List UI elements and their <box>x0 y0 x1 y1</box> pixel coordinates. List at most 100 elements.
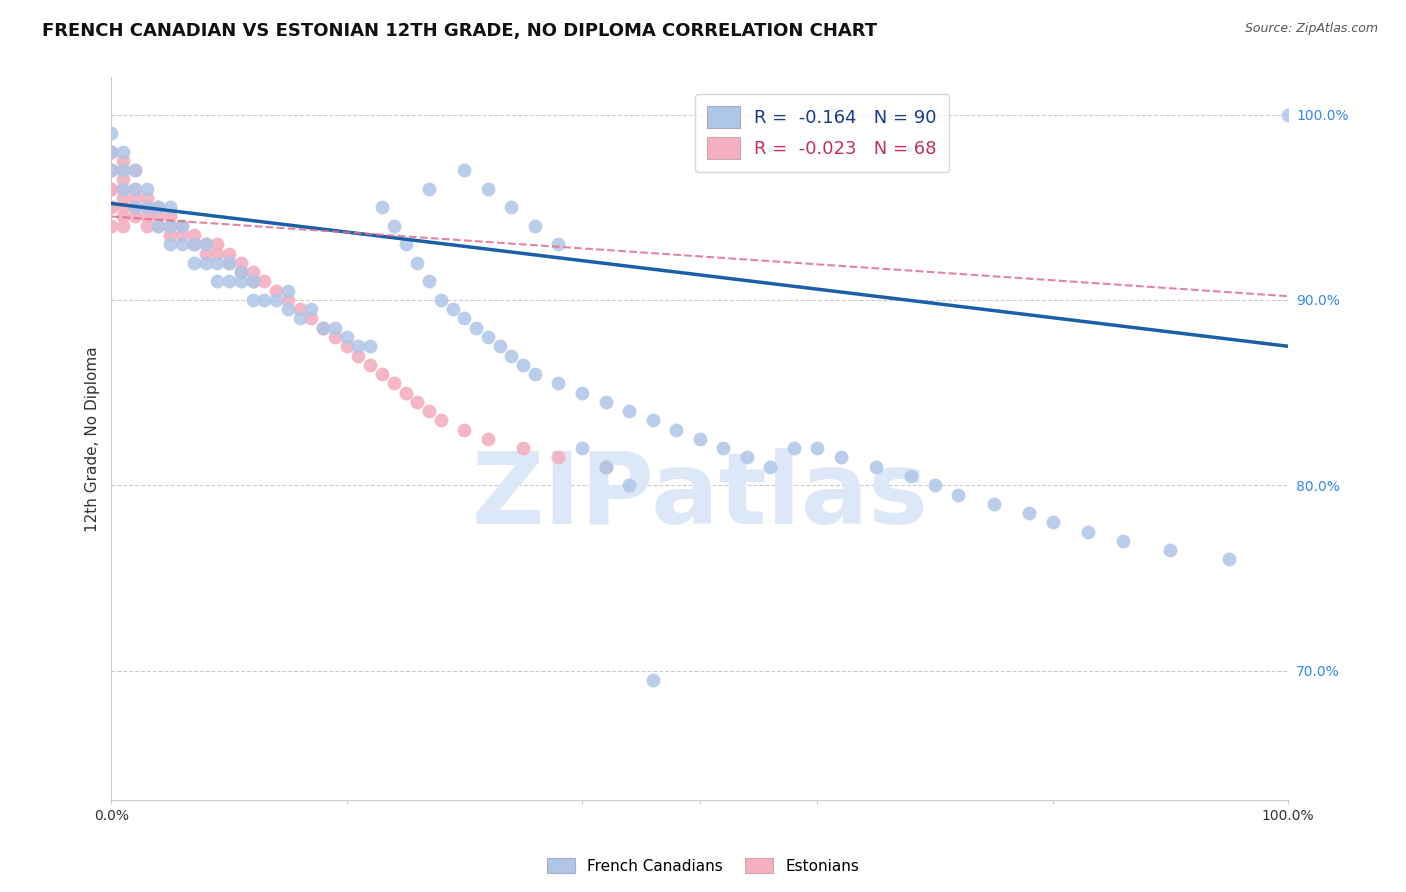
Point <box>453 311 475 326</box>
Point <box>100 163 122 178</box>
Point <box>194 237 217 252</box>
Legend: French Canadians, Estonians: French Canadians, Estonians <box>541 852 865 880</box>
Point <box>207 237 229 252</box>
Point <box>112 219 135 233</box>
Point <box>323 320 346 334</box>
Point <box>159 237 181 252</box>
Point <box>1159 543 1181 558</box>
Point <box>299 311 322 326</box>
Point <box>830 450 852 465</box>
Point <box>1018 506 1040 520</box>
Point <box>277 302 299 317</box>
Point <box>523 219 546 233</box>
Point <box>218 256 240 270</box>
Point <box>124 200 146 214</box>
Point <box>595 459 617 474</box>
Point <box>299 302 322 317</box>
Point <box>948 487 970 501</box>
Point <box>1077 524 1099 539</box>
Point <box>312 320 335 334</box>
Point <box>159 227 181 242</box>
Point <box>100 145 122 159</box>
Legend: R =  -0.164   N = 90, R =  -0.023   N = 68: R = -0.164 N = 90, R = -0.023 N = 68 <box>695 94 949 172</box>
Point <box>112 163 135 178</box>
Point <box>1112 533 1135 548</box>
Point <box>194 246 217 260</box>
Point <box>194 237 217 252</box>
Point <box>183 256 205 270</box>
Point <box>477 432 499 446</box>
Point <box>124 200 146 214</box>
Point <box>170 227 193 242</box>
Point <box>430 413 453 427</box>
Point <box>112 172 135 186</box>
Point <box>641 413 664 427</box>
Point <box>418 274 440 288</box>
Point <box>382 376 405 391</box>
Point <box>347 339 370 353</box>
Point <box>242 274 264 288</box>
Point <box>229 274 252 288</box>
Point <box>242 265 264 279</box>
Point <box>242 293 264 307</box>
Point <box>159 210 181 224</box>
Point <box>112 163 135 178</box>
Point <box>148 219 170 233</box>
Point <box>170 237 193 252</box>
Point <box>124 191 146 205</box>
Point <box>1218 552 1240 566</box>
Point <box>135 200 157 214</box>
Point <box>100 200 122 214</box>
Point <box>453 423 475 437</box>
Point <box>617 478 640 492</box>
Point <box>148 200 170 214</box>
Point <box>359 358 381 372</box>
Point <box>242 274 264 288</box>
Point <box>501 200 523 214</box>
Point <box>783 441 806 455</box>
Point <box>100 163 122 178</box>
Point <box>100 200 122 214</box>
Point <box>900 469 922 483</box>
Point <box>170 219 193 233</box>
Point <box>406 395 429 409</box>
Point <box>323 330 346 344</box>
Point <box>159 219 181 233</box>
Point <box>288 311 311 326</box>
Point <box>394 237 416 252</box>
Point <box>983 497 1005 511</box>
Point <box>264 284 287 298</box>
Point <box>135 182 157 196</box>
Point <box>547 376 569 391</box>
Point <box>512 358 534 372</box>
Point <box>336 339 359 353</box>
Point <box>183 237 205 252</box>
Point <box>229 256 252 270</box>
Point <box>253 293 276 307</box>
Point <box>112 182 135 196</box>
Point <box>207 246 229 260</box>
Point <box>394 385 416 400</box>
Point <box>665 423 688 437</box>
Point <box>347 349 370 363</box>
Point <box>112 153 135 168</box>
Point <box>689 432 711 446</box>
Point <box>547 237 569 252</box>
Point <box>124 182 146 196</box>
Point <box>159 200 181 214</box>
Point <box>1042 516 1064 530</box>
Point <box>100 145 122 159</box>
Point <box>112 182 135 196</box>
Point <box>735 450 758 465</box>
Point <box>100 219 122 233</box>
Text: ZIPatlas: ZIPatlas <box>471 449 928 545</box>
Point <box>135 200 157 214</box>
Point <box>406 256 429 270</box>
Point <box>512 441 534 455</box>
Point <box>194 256 217 270</box>
Point <box>124 163 146 178</box>
Point <box>218 274 240 288</box>
Point <box>371 367 394 381</box>
Text: FRENCH CANADIAN VS ESTONIAN 12TH GRADE, NO DIPLOMA CORRELATION CHART: FRENCH CANADIAN VS ESTONIAN 12TH GRADE, … <box>42 22 877 40</box>
Point <box>124 210 146 224</box>
